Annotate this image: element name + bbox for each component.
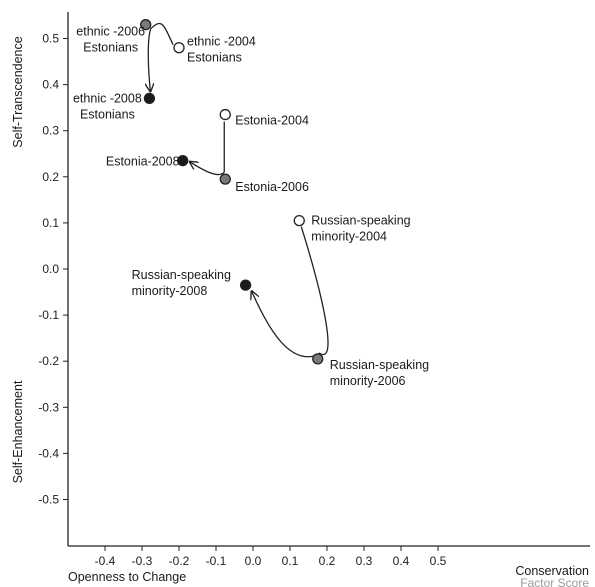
y-tick-label: 0.1 xyxy=(42,216,59,230)
point-label: Russian-speaking minority-2006 xyxy=(330,358,429,388)
data-point-2006 xyxy=(219,173,231,185)
y-tick-label: 0.4 xyxy=(42,78,59,92)
y-tick-label: -0.2 xyxy=(38,354,59,368)
x-tick-label: 0.3 xyxy=(356,554,373,568)
point-label: Russian-speaking minority-2004 xyxy=(311,214,410,244)
y-axis-title-top: Self-Transcendence xyxy=(11,36,25,147)
point-label: Russian-speaking minority-2008 xyxy=(132,268,231,298)
y-tick-label: -0.1 xyxy=(38,308,59,322)
y-tick-label: 0.3 xyxy=(42,124,59,138)
data-point-2008 xyxy=(177,155,189,167)
y-tick-label: -0.4 xyxy=(38,446,59,460)
y-tick-label: -0.5 xyxy=(38,493,59,507)
x-tick-label: -0.1 xyxy=(206,554,227,568)
trajectory-arrows xyxy=(148,22,329,358)
point-label: Estonia-2006 xyxy=(235,180,309,194)
data-point-2008 xyxy=(239,279,252,291)
x-tick-label: 0.1 xyxy=(282,554,299,568)
tick-labels: 0.5 0.4 0.3 0.2 0.1 0.0 -0.1 -0.2 -0.3 -0.4 -0.5 -0… xyxy=(38,32,446,569)
x-axis-unit: Factor Score xyxy=(520,576,589,587)
x-tick-label: 0.4 xyxy=(393,554,410,568)
x-axis-title-right: Conservation xyxy=(515,564,589,578)
point-label: ethnic -2004 Estonians xyxy=(187,35,256,65)
x-tick-label: -0.2 xyxy=(169,554,190,568)
x-tick-label: 0.2 xyxy=(319,554,336,568)
x-tick-label: 0.0 xyxy=(245,554,262,568)
x-tick-label: 0.5 xyxy=(430,554,447,568)
point-label: Estonia-2004 xyxy=(235,114,309,128)
x-tick-label: -0.4 xyxy=(95,554,116,568)
arrow-russian-2006-2008 xyxy=(252,291,315,358)
data-points xyxy=(140,19,324,365)
axes xyxy=(67,12,590,547)
y-axis-title-bottom: Self-Enhancement xyxy=(11,380,25,483)
data-point-2004 xyxy=(293,214,305,227)
data-point-2006 xyxy=(312,353,324,365)
y-tick-label: 0.0 xyxy=(42,262,59,276)
x-tick-label: -0.3 xyxy=(132,554,153,568)
data-point-2006 xyxy=(140,19,152,31)
data-point-2004 xyxy=(173,42,185,54)
arrow-estonia-2006-2008 xyxy=(190,162,225,176)
x-axis-title-left: Openness to Change xyxy=(68,570,186,584)
y-tick-label: 0.5 xyxy=(42,32,59,46)
y-tick-label: -0.3 xyxy=(38,400,59,414)
data-point-2008 xyxy=(143,92,156,105)
data-point-2004 xyxy=(219,108,231,121)
arrow-russian-2004-2006 xyxy=(300,226,329,356)
arrow-ethnic-2004-2006 xyxy=(150,22,174,45)
point-label: ethnic -2008 Estonians xyxy=(73,91,142,121)
point-labels: ethnic -2004 Estonians ethnic -2006 Estonia… xyxy=(73,25,429,388)
point-label: ethnic -2006 Estonians xyxy=(76,25,145,55)
y-tick-label: 0.2 xyxy=(42,170,59,184)
arrow-ethnic-2006-2008 xyxy=(148,28,150,92)
point-label: Estonia-2008 xyxy=(106,155,180,169)
